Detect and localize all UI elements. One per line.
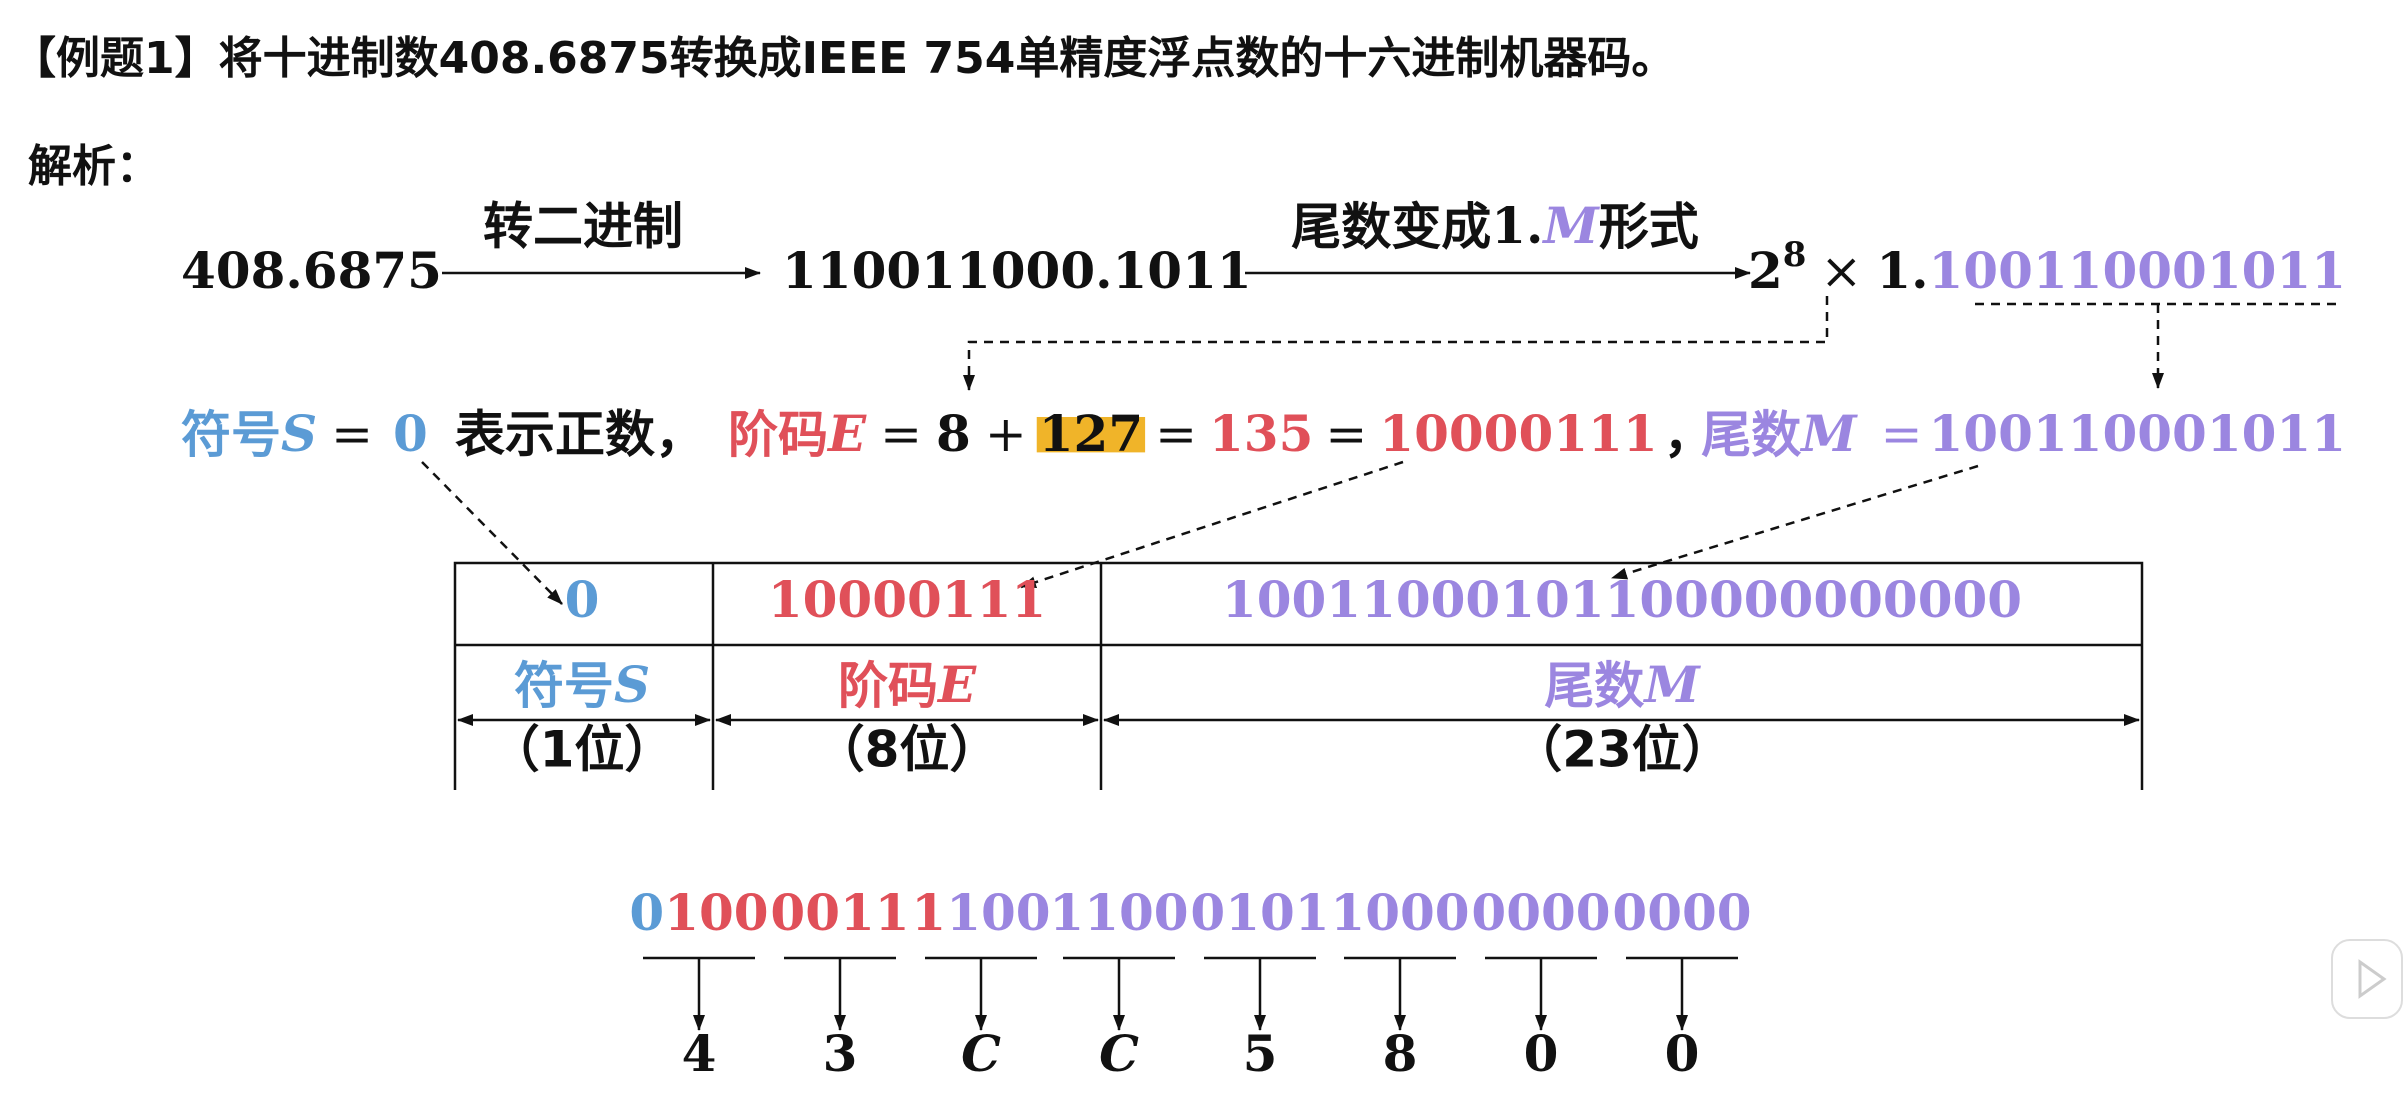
equals: = — [1325, 405, 1367, 463]
hex-digit: 4 — [682, 1024, 717, 1083]
field-name: 阶码E — [838, 655, 977, 715]
label: 符号 — [181, 406, 281, 464]
bits: 0 — [629, 883, 664, 942]
nibble: 0011 — [770, 883, 909, 942]
nibble: 1000 — [1330, 883, 1469, 942]
bias: 127 — [1039, 404, 1143, 463]
field-name: 符号S — [514, 655, 650, 715]
bits: 0000 — [1612, 883, 1751, 942]
nibble: 0100 — [629, 883, 768, 942]
nibble: 0000 — [1612, 883, 1751, 942]
hex-digit: C — [1099, 1024, 1139, 1083]
title: 【例题1】将十进制数408.6875转换成IEEE 754单精度浮点数的十六进制… — [12, 33, 1675, 84]
value: 0 — [393, 404, 428, 463]
analysis-label: 解析： — [28, 141, 160, 192]
label-symbol: M — [1541, 196, 1600, 255]
bits: 0000 — [1471, 883, 1610, 942]
note: 表示正数， — [455, 406, 705, 464]
nibble: 0000 — [1471, 883, 1610, 942]
hex-digit: 8 — [1383, 1024, 1418, 1083]
video-icon — [2331, 939, 2403, 1019]
label: 阶码 — [728, 406, 828, 464]
normalized: 28 × 1.100110001011 — [1748, 235, 2346, 300]
separator: ， — [1664, 406, 1714, 464]
binary: 100110001011 — [1929, 404, 2346, 463]
symbol: M — [1799, 404, 1858, 463]
base: 2 — [1748, 241, 1783, 300]
play-icon — [2358, 959, 2387, 999]
symbol: M — [1642, 655, 1701, 714]
label: 符号 — [514, 657, 614, 715]
binary: 10000111 — [1379, 404, 1657, 463]
label: 阶码 — [838, 657, 938, 715]
field-width: （1位） — [490, 721, 675, 779]
symbol: S — [614, 655, 650, 714]
mantissa: 100110001011 — [1929, 241, 2346, 300]
step-label: 转二进制 — [483, 198, 683, 256]
exponent-line: 阶码E = 8 +127 = 135 = 10000111， — [728, 404, 1714, 464]
nibble: 1100 — [1049, 883, 1188, 942]
dashed-arrow — [1020, 460, 1404, 589]
symbol: E — [826, 404, 867, 463]
times: × — [1820, 242, 1862, 300]
binary: 110011000.1011 — [782, 241, 1252, 300]
field-width: （8位） — [815, 721, 1000, 779]
sign-line: 符号S = 0 — [181, 404, 428, 464]
bits: 1 — [911, 883, 946, 942]
hex-digit: 5 — [1243, 1024, 1278, 1083]
equals: = — [331, 405, 373, 463]
label: 尾数 — [1701, 406, 1801, 464]
nibble: 0101 — [1190, 883, 1329, 942]
hex-digit: 0 — [1665, 1024, 1700, 1083]
decimal: 408.6875 — [181, 241, 442, 300]
exponent: 8 — [1783, 235, 1807, 275]
value: 8 — [936, 404, 971, 463]
symbol: E — [936, 655, 977, 714]
lead: 1. — [1876, 241, 1928, 300]
highlight — [1036, 416, 1146, 453]
field-width: （23位） — [1512, 721, 1732, 779]
label-text: 尾数变成 — [1291, 198, 1491, 256]
table-border — [453, 561, 2144, 790]
step-label: 尾数变成1.M形式 — [1291, 196, 1699, 256]
bits: 100 — [664, 883, 768, 942]
cell: 10000111 — [768, 570, 1046, 629]
symbol: S — [281, 404, 317, 463]
cell: 10011000101100000000000 — [1222, 570, 2022, 629]
cell: 0 — [565, 570, 600, 629]
field-name: 尾数M — [1544, 655, 1701, 715]
bits: 1000 — [1330, 883, 1469, 942]
dashed-arrow — [1611, 464, 1979, 580]
nibble: 1100 — [911, 883, 1050, 942]
dashed-arrow — [963, 296, 1829, 391]
equals: = — [1881, 405, 1923, 463]
hex-digit: C — [961, 1024, 1001, 1083]
dashed-arrow — [421, 461, 563, 605]
plus: + — [985, 405, 1027, 463]
label: 尾数 — [1544, 657, 1644, 715]
decimal: 135 — [1209, 404, 1313, 463]
equals: = — [1155, 405, 1197, 463]
label-text: 1. — [1491, 196, 1543, 255]
equals: = — [880, 405, 922, 463]
table: 0 10000111 10011000101100000000000 符号S 阶… — [453, 561, 2144, 790]
label-text: 形式 — [1599, 198, 1699, 256]
bits: 1100 — [1049, 883, 1188, 942]
bits: 0011 — [770, 883, 909, 942]
hex-digit: 0 — [1524, 1024, 1559, 1083]
bits: 0101 — [1190, 883, 1329, 942]
hex-digit: 3 — [823, 1024, 858, 1083]
bits: 100 — [946, 883, 1050, 942]
mantissa-line: 尾数M = 100110001011 — [1701, 404, 2346, 464]
